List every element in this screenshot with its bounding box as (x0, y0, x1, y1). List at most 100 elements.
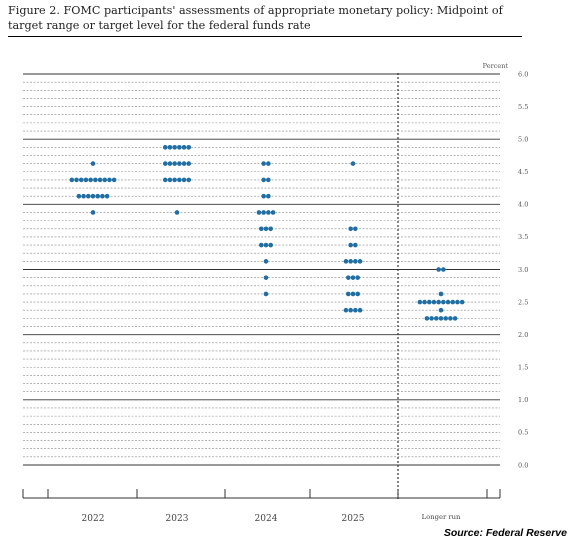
y-tick-label: 1.5 (518, 364, 528, 372)
dot (357, 259, 363, 264)
dot (261, 210, 266, 215)
dot (95, 193, 100, 199)
dot (422, 299, 427, 305)
y-tick-label: 3.0 (518, 266, 528, 274)
y-tick-label: 0.0 (518, 461, 528, 469)
dot (346, 275, 351, 280)
dot (450, 299, 456, 305)
figure-title: Figure 2. FOMC participants' assessments… (8, 3, 522, 37)
dot (174, 210, 180, 215)
dot (74, 177, 79, 183)
dot (441, 299, 446, 305)
dot (343, 307, 349, 313)
dot (353, 242, 358, 248)
dot (424, 316, 430, 321)
y-tick-label: 6.0 (518, 70, 528, 78)
dot (348, 226, 353, 232)
dot (429, 316, 434, 321)
y-tick-label: 2.0 (518, 331, 528, 339)
dot (261, 193, 266, 199)
dot (417, 299, 423, 305)
dot (357, 307, 363, 313)
dot (111, 177, 117, 183)
dot (83, 177, 89, 183)
y-tick-label: 4.5 (518, 168, 528, 176)
dot (186, 177, 192, 183)
dot (104, 193, 110, 199)
x-axis-baseline (22, 489, 501, 499)
dot (167, 145, 173, 150)
dot (88, 177, 93, 183)
dot (172, 145, 177, 150)
dot (172, 161, 177, 166)
dot (102, 177, 108, 183)
dot (355, 275, 361, 280)
dot (266, 193, 271, 199)
y-tick-label: 1.0 (518, 396, 528, 404)
dot (452, 316, 458, 321)
dot (443, 316, 449, 321)
dot (100, 193, 105, 199)
grid-lines (23, 73, 500, 466)
dot (259, 242, 264, 248)
dot (263, 275, 269, 280)
dot (270, 210, 276, 215)
dot (353, 259, 358, 264)
dot (90, 193, 96, 199)
dot (438, 307, 444, 313)
dot (162, 161, 168, 166)
dot (172, 177, 177, 183)
dot (445, 299, 451, 305)
dot (438, 291, 444, 297)
category-label: 2024 (255, 514, 278, 524)
dot (441, 267, 446, 272)
dot (186, 161, 192, 166)
y-axis-unit-label: Percent (483, 62, 509, 70)
dot (261, 161, 266, 166)
dots-layer (69, 145, 465, 321)
dot (459, 299, 465, 305)
dot (261, 177, 266, 183)
y-tick-label: 5.0 (518, 135, 528, 143)
dot (93, 177, 98, 183)
dot (263, 291, 269, 297)
dot (350, 275, 356, 280)
category-label: 2023 (166, 514, 189, 524)
dot (81, 193, 86, 199)
dot (256, 210, 262, 215)
dot (76, 193, 82, 199)
category-label: 2025 (342, 514, 365, 524)
dot (69, 177, 75, 183)
dot (348, 307, 353, 313)
dot (90, 161, 96, 166)
dot (181, 161, 187, 166)
dot (177, 161, 182, 166)
dot (263, 242, 269, 248)
dot (90, 210, 96, 215)
dot (434, 316, 439, 321)
category-label: 2022 (82, 514, 105, 524)
dot (343, 259, 349, 264)
dot (431, 299, 437, 305)
dot (455, 299, 460, 305)
source-caption: Source: Federal Reserve (443, 527, 567, 539)
dot (86, 193, 91, 199)
dot (436, 267, 441, 272)
dot (78, 177, 84, 183)
dot (353, 307, 358, 313)
dot (268, 226, 274, 232)
dot (167, 161, 173, 166)
dot (346, 291, 351, 297)
dot (438, 316, 444, 321)
dot (181, 177, 187, 183)
dot (348, 242, 353, 248)
dot (97, 177, 103, 183)
dot (162, 177, 168, 183)
dot (355, 291, 361, 297)
y-tick-labels: 6.0 5.5 5.0 4.5 4.0 3.5 3.0 2.5 2.0 1.5 1.0 0.5 0.0 (518, 70, 528, 469)
dot (266, 177, 271, 183)
dot (181, 145, 187, 150)
dot (353, 226, 358, 232)
dot (426, 299, 432, 305)
